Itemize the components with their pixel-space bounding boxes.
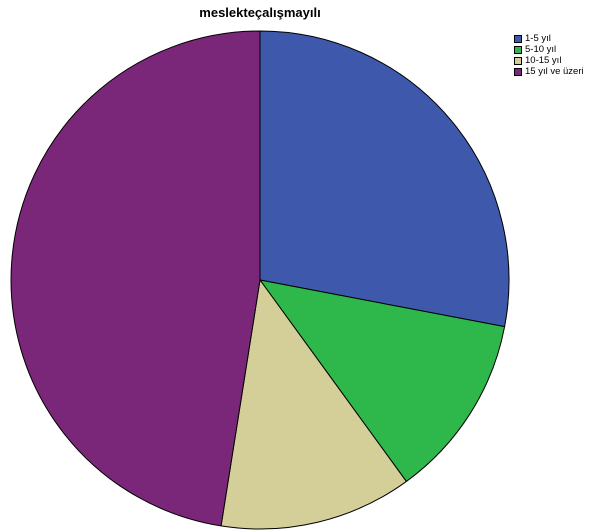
legend-label: 5-10 yıl: [525, 44, 557, 55]
legend-item: 1-5 yıl: [514, 33, 584, 44]
legend-label: 15 yıl ve üzeri: [525, 66, 584, 77]
pie-slice: [259, 30, 510, 328]
chart-title: meslekteçalışmayılı: [199, 5, 321, 20]
legend-item: 15 yıl ve üzeri: [514, 66, 584, 77]
legend-swatch: [514, 56, 522, 65]
legend-swatch: [514, 45, 522, 54]
legend-label: 10-15 yıl: [525, 55, 562, 66]
legend-item: 10-15 yıl: [514, 55, 584, 66]
pie-slice: [10, 30, 261, 527]
pie-slice: [220, 278, 408, 530]
legend: 1-5 yıl 5-10 yıl 10-15 yıl 15 yıl ve üzeri: [514, 33, 584, 77]
legend-label: 1-5 yıl: [525, 33, 551, 44]
pie-slice: [258, 279, 506, 483]
legend-swatch: [514, 67, 522, 76]
legend-swatch: [514, 34, 522, 43]
legend-item: 5-10 yıl: [514, 44, 584, 55]
